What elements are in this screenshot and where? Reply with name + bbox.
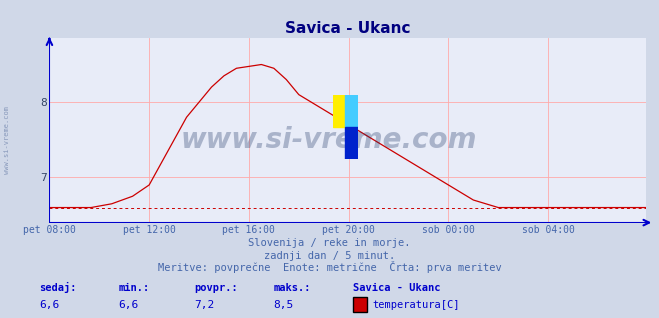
Bar xyxy=(345,127,358,159)
Text: Savica - Ukanc: Savica - Ukanc xyxy=(353,283,440,293)
Text: 7,2: 7,2 xyxy=(194,301,215,310)
Text: temperatura[C]: temperatura[C] xyxy=(372,301,460,310)
Text: 6,6: 6,6 xyxy=(119,301,139,310)
Text: 6,6: 6,6 xyxy=(40,301,60,310)
Text: sedaj:: sedaj: xyxy=(40,282,77,293)
Text: zadnji dan / 5 minut.: zadnji dan / 5 minut. xyxy=(264,251,395,261)
Title: Savica - Ukanc: Savica - Ukanc xyxy=(285,21,411,36)
Text: maks.:: maks.: xyxy=(273,283,311,293)
Text: povpr.:: povpr.: xyxy=(194,283,238,293)
Bar xyxy=(345,95,358,127)
Text: www.si-vreme.com: www.si-vreme.com xyxy=(3,106,10,174)
Bar xyxy=(333,95,345,127)
Text: Meritve: povprečne  Enote: metrične  Črta: prva meritev: Meritve: povprečne Enote: metrične Črta:… xyxy=(158,261,501,273)
Text: 8,5: 8,5 xyxy=(273,301,294,310)
Text: www.si-vreme.com: www.si-vreme.com xyxy=(181,126,477,154)
Text: Slovenija / reke in morje.: Slovenija / reke in morje. xyxy=(248,238,411,248)
Text: min.:: min.: xyxy=(119,283,150,293)
